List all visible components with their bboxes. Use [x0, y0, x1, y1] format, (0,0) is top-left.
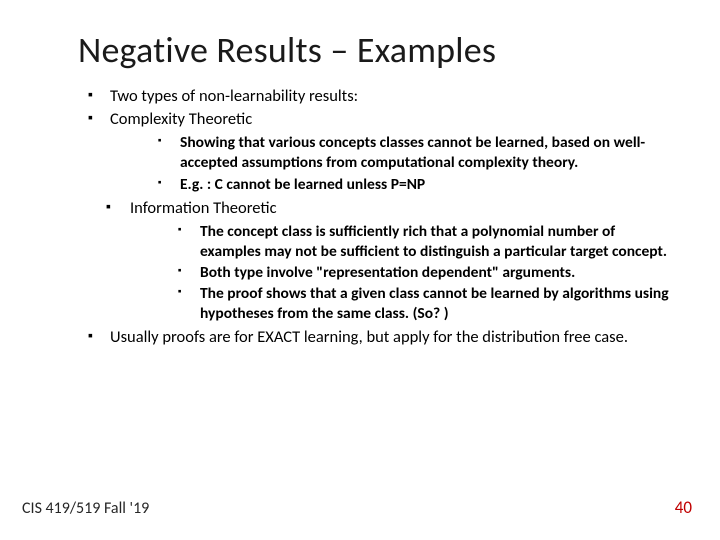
bullet-subitem: The concept class is sufficiently rich t… [164, 222, 672, 262]
bullet-item: Information Theoretic The concept class … [82, 198, 672, 325]
bullet-text: Information Theoretic [130, 198, 277, 218]
footer-page-number: 40 [675, 497, 692, 518]
bullet-text: Complexity Theoretic [110, 109, 252, 129]
bullet-list-l2: Showing that various concepts classes ca… [110, 133, 672, 194]
footer-course: CIS 419/519 Fall '19 [22, 499, 149, 518]
bullet-item: Two types of non-learnability results: [82, 86, 672, 107]
bullet-subitem: Both type involve "representation depend… [164, 263, 672, 283]
bullet-list-l1: Two types of non-learnability results: C… [48, 86, 672, 195]
bullet-item: Complexity Theoretic Showing that variou… [82, 109, 672, 195]
bullet-subitem: The proof shows that a given class canno… [164, 284, 672, 324]
bullet-item: Usually proofs are for EXACT learning, b… [82, 327, 672, 348]
slide: Negative Results – Examples Two types of… [0, 0, 720, 540]
bullet-list-l2: The concept class is sufficiently rich t… [130, 222, 672, 325]
slide-title: Negative Results – Examples [48, 28, 672, 72]
bullet-subitem: Showing that various concepts classes ca… [144, 133, 672, 173]
bullet-subitem: E.g. : C cannot be learned unless P=NP [144, 175, 672, 195]
bullet-list-l1-indent: Information Theoretic The concept class … [48, 198, 672, 325]
bullet-list-l1: Usually proofs are for EXACT learning, b… [48, 327, 672, 348]
